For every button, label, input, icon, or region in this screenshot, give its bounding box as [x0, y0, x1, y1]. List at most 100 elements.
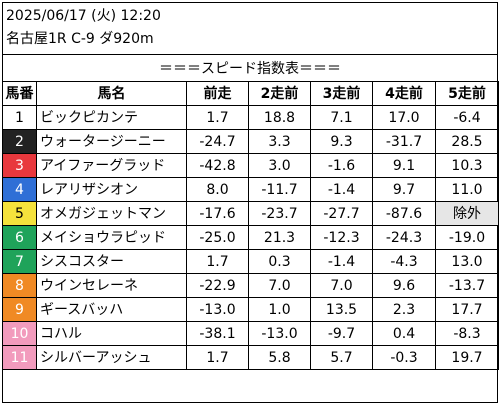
horse-number-badge: 8 — [2, 273, 37, 298]
speed-index-value: 0.4 — [372, 321, 436, 346]
speed-index-value: -42.8 — [186, 153, 249, 178]
speed-index-value: -6.4 — [435, 105, 499, 130]
horse-name: メイショウラピッド — [36, 225, 187, 250]
speed-index-value: 13.5 — [310, 297, 373, 322]
horse-number-badge: 11 — [2, 345, 37, 370]
speed-index-value: 21.3 — [248, 225, 311, 250]
speed-index-value: -13.7 — [435, 273, 499, 298]
speed-index-value: 9.6 — [372, 273, 436, 298]
table-row: 1 ビックピカンテ 1.7 18.8 7.1 17.0 -6.4 — [2, 105, 499, 130]
horse-number-badge: 3 — [2, 153, 37, 178]
speed-index-value: 1.7 — [186, 345, 249, 370]
header-5-races-ago: 5走前 — [435, 81, 499, 106]
header-4-races-ago: 4走前 — [372, 81, 436, 106]
speed-index-value: 0.3 — [248, 249, 311, 274]
horse-number-badge: 6 — [2, 225, 37, 250]
horse-name: レアリザシオン — [36, 177, 187, 202]
horse-number-badge: 2 — [2, 129, 37, 154]
table-row: 10 コハル -38.1 -13.0 -9.7 0.4 -8.3 — [2, 321, 499, 346]
speed-index-value: -8.3 — [435, 321, 499, 346]
speed-index-value: -1.6 — [310, 153, 373, 178]
speed-index-value: 1.7 — [186, 249, 249, 274]
speed-index-table: 馬番 馬名 前走 2走前 3走前 4走前 5走前 1 ビックピカンテ 1.7 18.8… — [2, 81, 499, 370]
horse-name: オメガジェットマン — [36, 201, 187, 226]
horse-number-badge: 9 — [2, 297, 37, 322]
speed-index-value: 5.7 — [310, 345, 373, 370]
table-row: 11 シルバーアッシュ 1.7 5.8 5.7 -0.3 19.7 — [2, 345, 499, 370]
table-row: 7 シスコスター 1.7 0.3 -1.4 -4.3 13.0 — [2, 249, 499, 274]
speed-index-value: -27.7 — [310, 201, 373, 226]
speed-index-value: 除外 — [435, 201, 499, 226]
horse-number-badge: 10 — [2, 321, 37, 346]
table-row: 3 アイファーグラッド -42.8 3.0 -1.6 9.1 10.3 — [2, 153, 499, 178]
speed-index-value: -1.4 — [310, 249, 373, 274]
horse-name: シスコスター — [36, 249, 187, 274]
speed-index-value: 18.8 — [248, 105, 311, 130]
table-row: 2 ウォータージーニー -24.7 3.3 9.3 -31.7 28.5 — [2, 129, 499, 154]
speed-index-value: -0.3 — [372, 345, 436, 370]
speed-index-value: -4.3 — [372, 249, 436, 274]
speed-index-value: 28.5 — [435, 129, 499, 154]
speed-index-value: 13.0 — [435, 249, 499, 274]
header-divider — [2, 54, 498, 55]
speed-index-value: -31.7 — [372, 129, 436, 154]
speed-index-value: -11.7 — [248, 177, 311, 202]
speed-index-value: 3.0 — [248, 153, 311, 178]
speed-index-value: 9.7 — [372, 177, 436, 202]
table-row: 8 ウインセレーネ -22.9 7.0 7.0 9.6 -13.7 — [2, 273, 499, 298]
speed-index-value: 7.1 — [310, 105, 373, 130]
speed-index-value: -25.0 — [186, 225, 249, 250]
header-row: 馬番 馬名 前走 2走前 3走前 4走前 5走前 — [2, 81, 499, 106]
speed-index-value: -1.4 — [310, 177, 373, 202]
speed-index-value: 10.3 — [435, 153, 499, 178]
speed-index-value: 2.3 — [372, 297, 436, 322]
speed-index-value: -23.7 — [248, 201, 311, 226]
table-row: 9 ギースバッハ -13.0 1.0 13.5 2.3 17.7 — [2, 297, 499, 322]
speed-index-value: 17.0 — [372, 105, 436, 130]
horse-name: ビックピカンテ — [36, 105, 187, 130]
speed-index-value: 1.0 — [248, 297, 311, 322]
speed-index-value: 3.3 — [248, 129, 311, 154]
speed-index-value: 7.0 — [310, 273, 373, 298]
speed-index-value: -19.0 — [435, 225, 499, 250]
table-row: 6 メイショウラピッド -25.0 21.3 -12.3 -24.3 -19.0 — [2, 225, 499, 250]
speed-index-value: -12.3 — [310, 225, 373, 250]
table-title: ＝＝＝スピード指数表＝＝＝ — [159, 61, 341, 77]
speed-index-value: -87.6 — [372, 201, 436, 226]
horse-number-badge: 1 — [2, 105, 37, 130]
header-3-races-ago: 3走前 — [310, 81, 373, 106]
speed-index-value: -9.7 — [310, 321, 373, 346]
horse-name: シルバーアッシュ — [36, 345, 187, 370]
horse-name: アイファーグラッド — [36, 153, 187, 178]
speed-index-value: 17.7 — [435, 297, 499, 322]
speed-index-value: -24.3 — [372, 225, 436, 250]
header-horse-name: 馬名 — [36, 81, 187, 106]
speed-index-value: -24.7 — [186, 129, 249, 154]
table-row: 5 オメガジェットマン -17.6 -23.7 -27.7 -87.6 除外 — [2, 201, 499, 226]
horse-number-badge: 4 — [2, 177, 37, 202]
horse-name: ウインセレーネ — [36, 273, 187, 298]
race-date-time: 2025/06/17 (火) 12:20 — [6, 8, 161, 24]
speed-index-value: -13.0 — [186, 297, 249, 322]
speed-index-value: 8.0 — [186, 177, 249, 202]
speed-index-value: 19.7 — [435, 345, 499, 370]
horse-name: ギースバッハ — [36, 297, 187, 322]
race-info: 名古屋1R C-9 ダ920m — [6, 31, 154, 47]
speed-index-value: 9.3 — [310, 129, 373, 154]
horse-number-badge: 7 — [2, 249, 37, 274]
horse-name: コハル — [36, 321, 187, 346]
horse-name: ウォータージーニー — [36, 129, 187, 154]
speed-index-value: -22.9 — [186, 273, 249, 298]
speed-index-value: 9.1 — [372, 153, 436, 178]
header-2-races-ago: 2走前 — [248, 81, 311, 106]
speed-index-value: 11.0 — [435, 177, 499, 202]
horse-number-badge: 5 — [2, 201, 37, 226]
header-last-race: 前走 — [186, 81, 249, 106]
speed-index-value: 5.8 — [248, 345, 311, 370]
table-row: 4 レアリザシオン 8.0 -11.7 -1.4 9.7 11.0 — [2, 177, 499, 202]
header-horse-number: 馬番 — [2, 81, 37, 106]
speed-index-value: -38.1 — [186, 321, 249, 346]
speed-index-value: 1.7 — [186, 105, 249, 130]
speed-index-value: -17.6 — [186, 201, 249, 226]
speed-index-value: 7.0 — [248, 273, 311, 298]
